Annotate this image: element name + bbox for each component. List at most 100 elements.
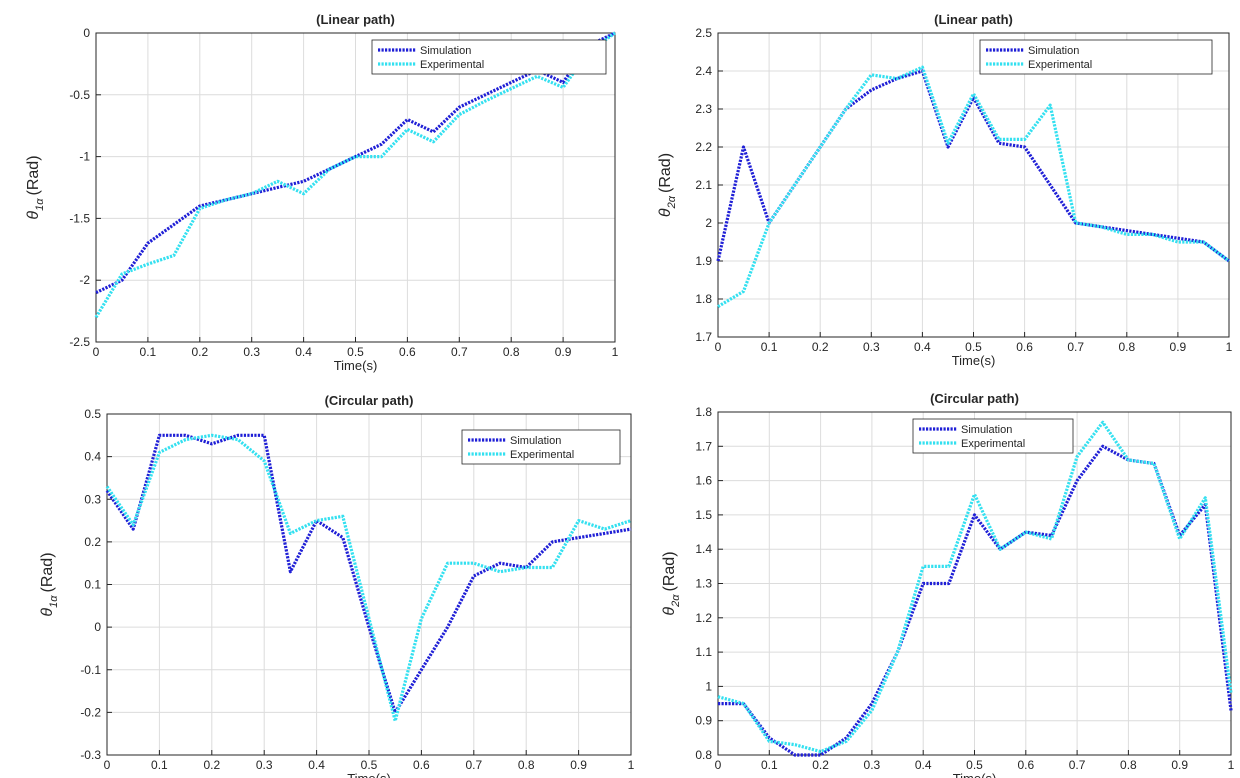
x-tick-label: 0.3 [863,340,880,354]
x-axis-label: Time(s) [347,771,391,778]
y-tick-label: 0 [83,26,90,40]
x-tick-label: 1 [1226,340,1233,354]
chart-title: (Linear path) [316,12,395,27]
legend: Simulation Experimental [979,39,1213,75]
y-tick-label: -2.5 [69,335,90,349]
x-tick-label: 0.7 [1067,340,1084,354]
x-tick-label: 0.7 [451,345,468,359]
x-tick-label: 0.6 [1017,758,1034,772]
y-axis-label: θ1α (Rad) [39,552,60,616]
y-tick-label: -0.1 [80,663,101,677]
legend: Simulation Experimental [371,39,607,75]
x-tick-label: 0.6 [413,758,430,772]
legend-label-experimental: Experimental [510,449,574,461]
x-tick-label: 0.7 [465,758,482,772]
x-tick-label: 0.6 [399,345,416,359]
y-tick-label: 2 [705,216,712,230]
y-tick-label: 1.5 [695,508,712,522]
y-tick-label: 0.3 [84,492,101,506]
legend-box [371,39,607,75]
y-tick-label: 1.2 [695,611,712,625]
y-axis-label: θ1α (Rad) [25,155,46,219]
x-tick-label: 0 [715,340,722,354]
y-axis-subscript: 1α [48,595,60,608]
y-tick-label: 1.6 [695,474,712,488]
x-tick-label: 0.5 [347,345,364,359]
y-tick-label: 1.1 [695,645,712,659]
x-tick-label: 0.1 [761,340,778,354]
legend-box [912,418,1074,454]
x-tick-label: 0.5 [361,758,378,772]
x-tick-label: 0.2 [191,345,208,359]
x-axis-label: Time(s) [952,353,996,368]
x-tick-label: 0.4 [914,340,931,354]
x-tick-label: 0.1 [151,758,168,772]
chart-title: (Circular path) [930,391,1019,406]
legend-label-experimental: Experimental [961,438,1025,450]
x-tick-label: 0.8 [518,758,535,772]
y-axis-unit: (Rad) [661,551,678,591]
legend-label-simulation: Simulation [961,424,1012,436]
x-axis-label: Time(s) [953,771,997,778]
x-tick-label: 0.8 [1120,758,1137,772]
x-tick-label: 1 [612,345,619,359]
x-tick-label: 0.5 [966,758,983,772]
series-line-experimental [94,31,616,319]
x-tick-label: 0.7 [1069,758,1086,772]
legend-box [979,39,1213,75]
legend: Simulation Experimental [912,418,1074,454]
legend-label-simulation: Simulation [510,435,561,447]
x-tick-label: 0.4 [295,345,312,359]
y-axis-unit: (Rad) [657,153,674,193]
legend-box [461,429,621,465]
y-axis-symbol: θ [39,608,56,617]
x-tick-label: 0.4 [308,758,325,772]
x-tick-label: 1 [628,758,635,772]
x-tick-label: 1 [1228,758,1235,772]
y-tick-label: -1.5 [69,211,90,225]
y-axis-symbol: θ [25,211,42,220]
x-tick-label: 0 [715,758,722,772]
series-line-experimental [717,420,1233,754]
y-axis-unit: (Rad) [25,155,42,195]
legend: Simulation Experimental [461,429,621,465]
y-tick-label: 1.8 [695,292,712,306]
y-tick-label: 0.5 [84,407,101,421]
legend-label-experimental: Experimental [420,59,484,71]
y-tick-label: 1.8 [695,405,712,419]
y-tick-label: -0.3 [80,748,101,762]
y-tick-label: 1 [705,679,712,693]
x-tick-label: 0.9 [1170,340,1187,354]
y-axis-label: θ2α (Rad) [661,551,682,615]
x-tick-label: 0.8 [1118,340,1135,354]
x-tick-label: 0.3 [864,758,881,772]
y-tick-label: 0.8 [695,748,712,762]
y-axis-subscript: 2α [670,594,682,608]
y-axis-label: θ2α (Rad) [657,153,678,217]
chart-panel-3: 0 0.1 0.2 0.3 0.4 0.5 0.6 0.7 0.8 0.9 1 -0.3 -0.2 -0.… [39,393,635,778]
y-tick-label: 1.9 [695,254,712,268]
legend-label-simulation: Simulation [420,45,471,57]
x-tick-label: 0.3 [243,345,260,359]
y-tick-label: 1.3 [695,577,712,591]
x-tick-label: 0.2 [203,758,220,772]
y-tick-label: 2.5 [695,26,712,40]
x-axis-label: Time(s) [334,358,378,373]
y-axis-symbol: θ [661,607,678,616]
x-tick-label: 0 [93,345,100,359]
y-tick-label: 0 [94,620,101,634]
chart-panel-1: 0 0.1 0.2 0.3 0.4 0.5 0.6 0.7 0.8 0.9 1 -2.5 -2 -1.5 -… [25,12,619,373]
x-tick-label: 0.1 [140,345,157,359]
y-tick-label: 2.3 [695,102,712,116]
y-tick-label: 0.1 [84,578,101,592]
y-tick-label: -0.5 [69,88,90,102]
x-tick-label: 0 [104,758,111,772]
y-axis-subscript: 2α [666,195,678,209]
x-tick-label: 0.4 [915,758,932,772]
x-tick-label: 0.2 [812,340,829,354]
x-tick-label: 0.1 [761,758,778,772]
y-tick-label: 1.4 [695,542,712,556]
x-tick-label: 0.3 [256,758,273,772]
y-tick-label: 1.7 [695,439,712,453]
